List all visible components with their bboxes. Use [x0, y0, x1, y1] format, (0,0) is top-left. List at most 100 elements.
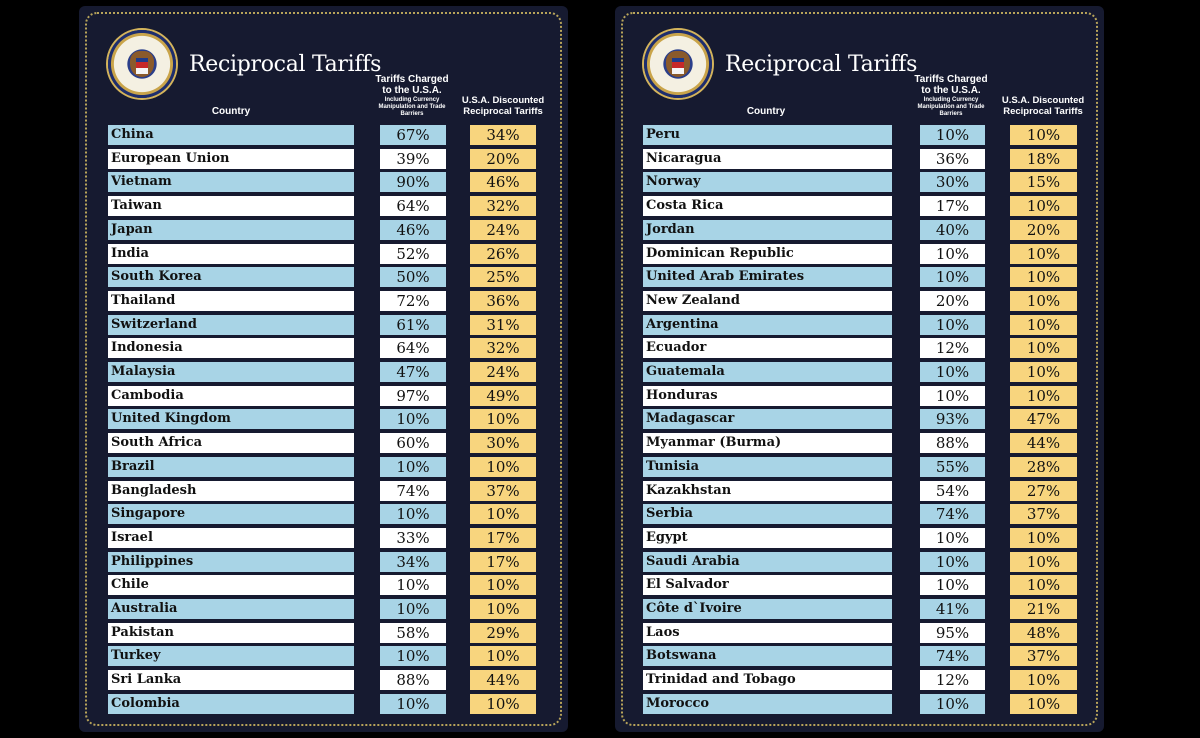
country-cell: Laos [643, 622, 892, 643]
tariff-charged-cell: 64% [380, 196, 446, 217]
tariff-charged-cell: 34% [380, 551, 446, 572]
discounted-tariff-cell: 10% [1010, 314, 1077, 335]
discounted-tariff-cell: 46% [470, 172, 536, 193]
presidential-seal-icon [644, 30, 712, 98]
country-cell: Trinidad and Tobago [643, 670, 892, 691]
table-row: South Africa 60% 30% [79, 433, 568, 454]
country-cell: Israel [108, 527, 354, 548]
country-cell: Ecuador [643, 338, 892, 359]
tariff-charged-cell: 36% [920, 148, 985, 169]
discounted-tariff-cell: 37% [1010, 504, 1077, 525]
table-row: Madagascar 93% 47% [615, 409, 1104, 430]
discounted-tariff-cell: 27% [1010, 480, 1077, 501]
discounted-tariff-cell: 10% [1010, 196, 1077, 217]
tariff-charged-cell: 17% [920, 196, 985, 217]
country-cell: Singapore [108, 504, 354, 525]
page-title: Reciprocal Tariffs [725, 52, 918, 77]
discounted-tariff-cell: 10% [1010, 290, 1077, 311]
discounted-tariff-cell: 49% [470, 385, 536, 406]
table-row: Honduras 10% 10% [615, 385, 1104, 406]
tariff-charged-cell: 10% [380, 693, 446, 714]
tariff-charged-cell: 10% [920, 125, 985, 145]
tariff-charged-cell: 72% [380, 290, 446, 311]
table-row: Guatemala 10% 10% [615, 362, 1104, 382]
tariff-charged-cell: 88% [380, 670, 446, 691]
header-tariffs-charged: Tariffs Charged to the U.S.A. Including … [372, 74, 452, 118]
country-cell: European Union [108, 148, 354, 169]
country-cell: Costa Rica [643, 196, 892, 217]
tariff-charged-cell: 30% [920, 172, 985, 193]
header-country: Country [211, 106, 251, 117]
table-row: Botswana 74% 37% [615, 646, 1104, 667]
discounted-tariff-cell: 10% [470, 693, 536, 714]
table-row: Indonesia 64% 32% [79, 338, 568, 359]
discounted-tariff-cell: 48% [1010, 622, 1077, 643]
table-row: Laos 95% 48% [615, 622, 1104, 643]
discounted-tariff-cell: 34% [470, 125, 536, 145]
discounted-tariff-cell: 17% [470, 527, 536, 548]
discounted-tariff-cell: 10% [1010, 267, 1077, 288]
country-cell: South Africa [108, 433, 354, 454]
header-tariffs-charged: Tariffs Charged to the U.S.A. Including … [911, 74, 991, 118]
tariff-charged-cell: 10% [920, 362, 985, 382]
discounted-tariff-cell: 24% [470, 362, 536, 382]
discounted-tariff-cell: 29% [470, 622, 536, 643]
country-cell: India [108, 243, 354, 264]
discounted-tariff-cell: 15% [1010, 172, 1077, 193]
country-cell: Colombia [108, 693, 354, 714]
table-row: India 52% 26% [79, 243, 568, 264]
country-cell: Brazil [108, 456, 354, 477]
discounted-tariff-cell: 18% [1010, 148, 1077, 169]
country-cell: Serbia [643, 504, 892, 525]
discounted-tariff-cell: 37% [470, 480, 536, 501]
table-row: Jordan 40% 20% [615, 219, 1104, 240]
tariff-charged-cell: 41% [920, 599, 985, 619]
tariff-charged-cell: 90% [380, 172, 446, 193]
tariff-charged-cell: 10% [920, 693, 985, 714]
tariff-charged-cell: 12% [920, 670, 985, 691]
discounted-tariff-cell: 17% [470, 551, 536, 572]
discounted-tariff-cell: 10% [470, 409, 536, 430]
table-row: Cambodia 97% 49% [79, 385, 568, 406]
tariff-charged-cell: 10% [920, 551, 985, 572]
table-row: Sri Lanka 88% 44% [79, 670, 568, 691]
discounted-tariff-cell: 10% [1010, 243, 1077, 264]
country-cell: Egypt [643, 527, 892, 548]
tariff-charged-cell: 10% [380, 409, 446, 430]
country-cell: Morocco [643, 693, 892, 714]
table-row: United Arab Emirates 10% 10% [615, 267, 1104, 288]
table-row: Costa Rica 17% 10% [615, 196, 1104, 217]
tariff-charged-cell: 58% [380, 622, 446, 643]
tariff-charged-cell: 97% [380, 385, 446, 406]
tariff-charged-cell: 47% [380, 362, 446, 382]
country-cell: El Salvador [643, 575, 892, 596]
country-cell: Japan [108, 219, 354, 240]
tariff-charged-cell: 40% [920, 219, 985, 240]
tariff-charged-cell: 46% [380, 219, 446, 240]
discounted-tariff-cell: 10% [1010, 575, 1077, 596]
discounted-tariff-cell: 44% [1010, 433, 1077, 454]
table-row: Norway 30% 15% [615, 172, 1104, 193]
discounted-tariff-cell: 31% [470, 314, 536, 335]
tariff-charged-cell: 33% [380, 527, 446, 548]
tariff-charged-cell: 95% [920, 622, 985, 643]
country-cell: Turkey [108, 646, 354, 667]
discounted-tariff-cell: 10% [1010, 362, 1077, 382]
table-row: Japan 46% 24% [79, 219, 568, 240]
tariff-charged-cell: 50% [380, 267, 446, 288]
country-cell: Kazakhstan [643, 480, 892, 501]
table-row: Tunisia 55% 28% [615, 456, 1104, 477]
discounted-tariff-cell: 10% [1010, 527, 1077, 548]
country-cell: United Kingdom [108, 409, 354, 430]
table-row: Kazakhstan 54% 27% [615, 480, 1104, 501]
table-row: Philippines 34% 17% [79, 551, 568, 572]
discounted-tariff-cell: 10% [470, 456, 536, 477]
tariff-charged-cell: 61% [380, 314, 446, 335]
country-cell: Malaysia [108, 362, 354, 382]
discounted-tariff-cell: 32% [470, 338, 536, 359]
discounted-tariff-cell: 26% [470, 243, 536, 264]
country-cell: Côte d`Ivoire [643, 599, 892, 619]
country-cell: New Zealand [643, 290, 892, 311]
country-cell: Myanmar (Burma) [643, 433, 892, 454]
table-row: Egypt 10% 10% [615, 527, 1104, 548]
